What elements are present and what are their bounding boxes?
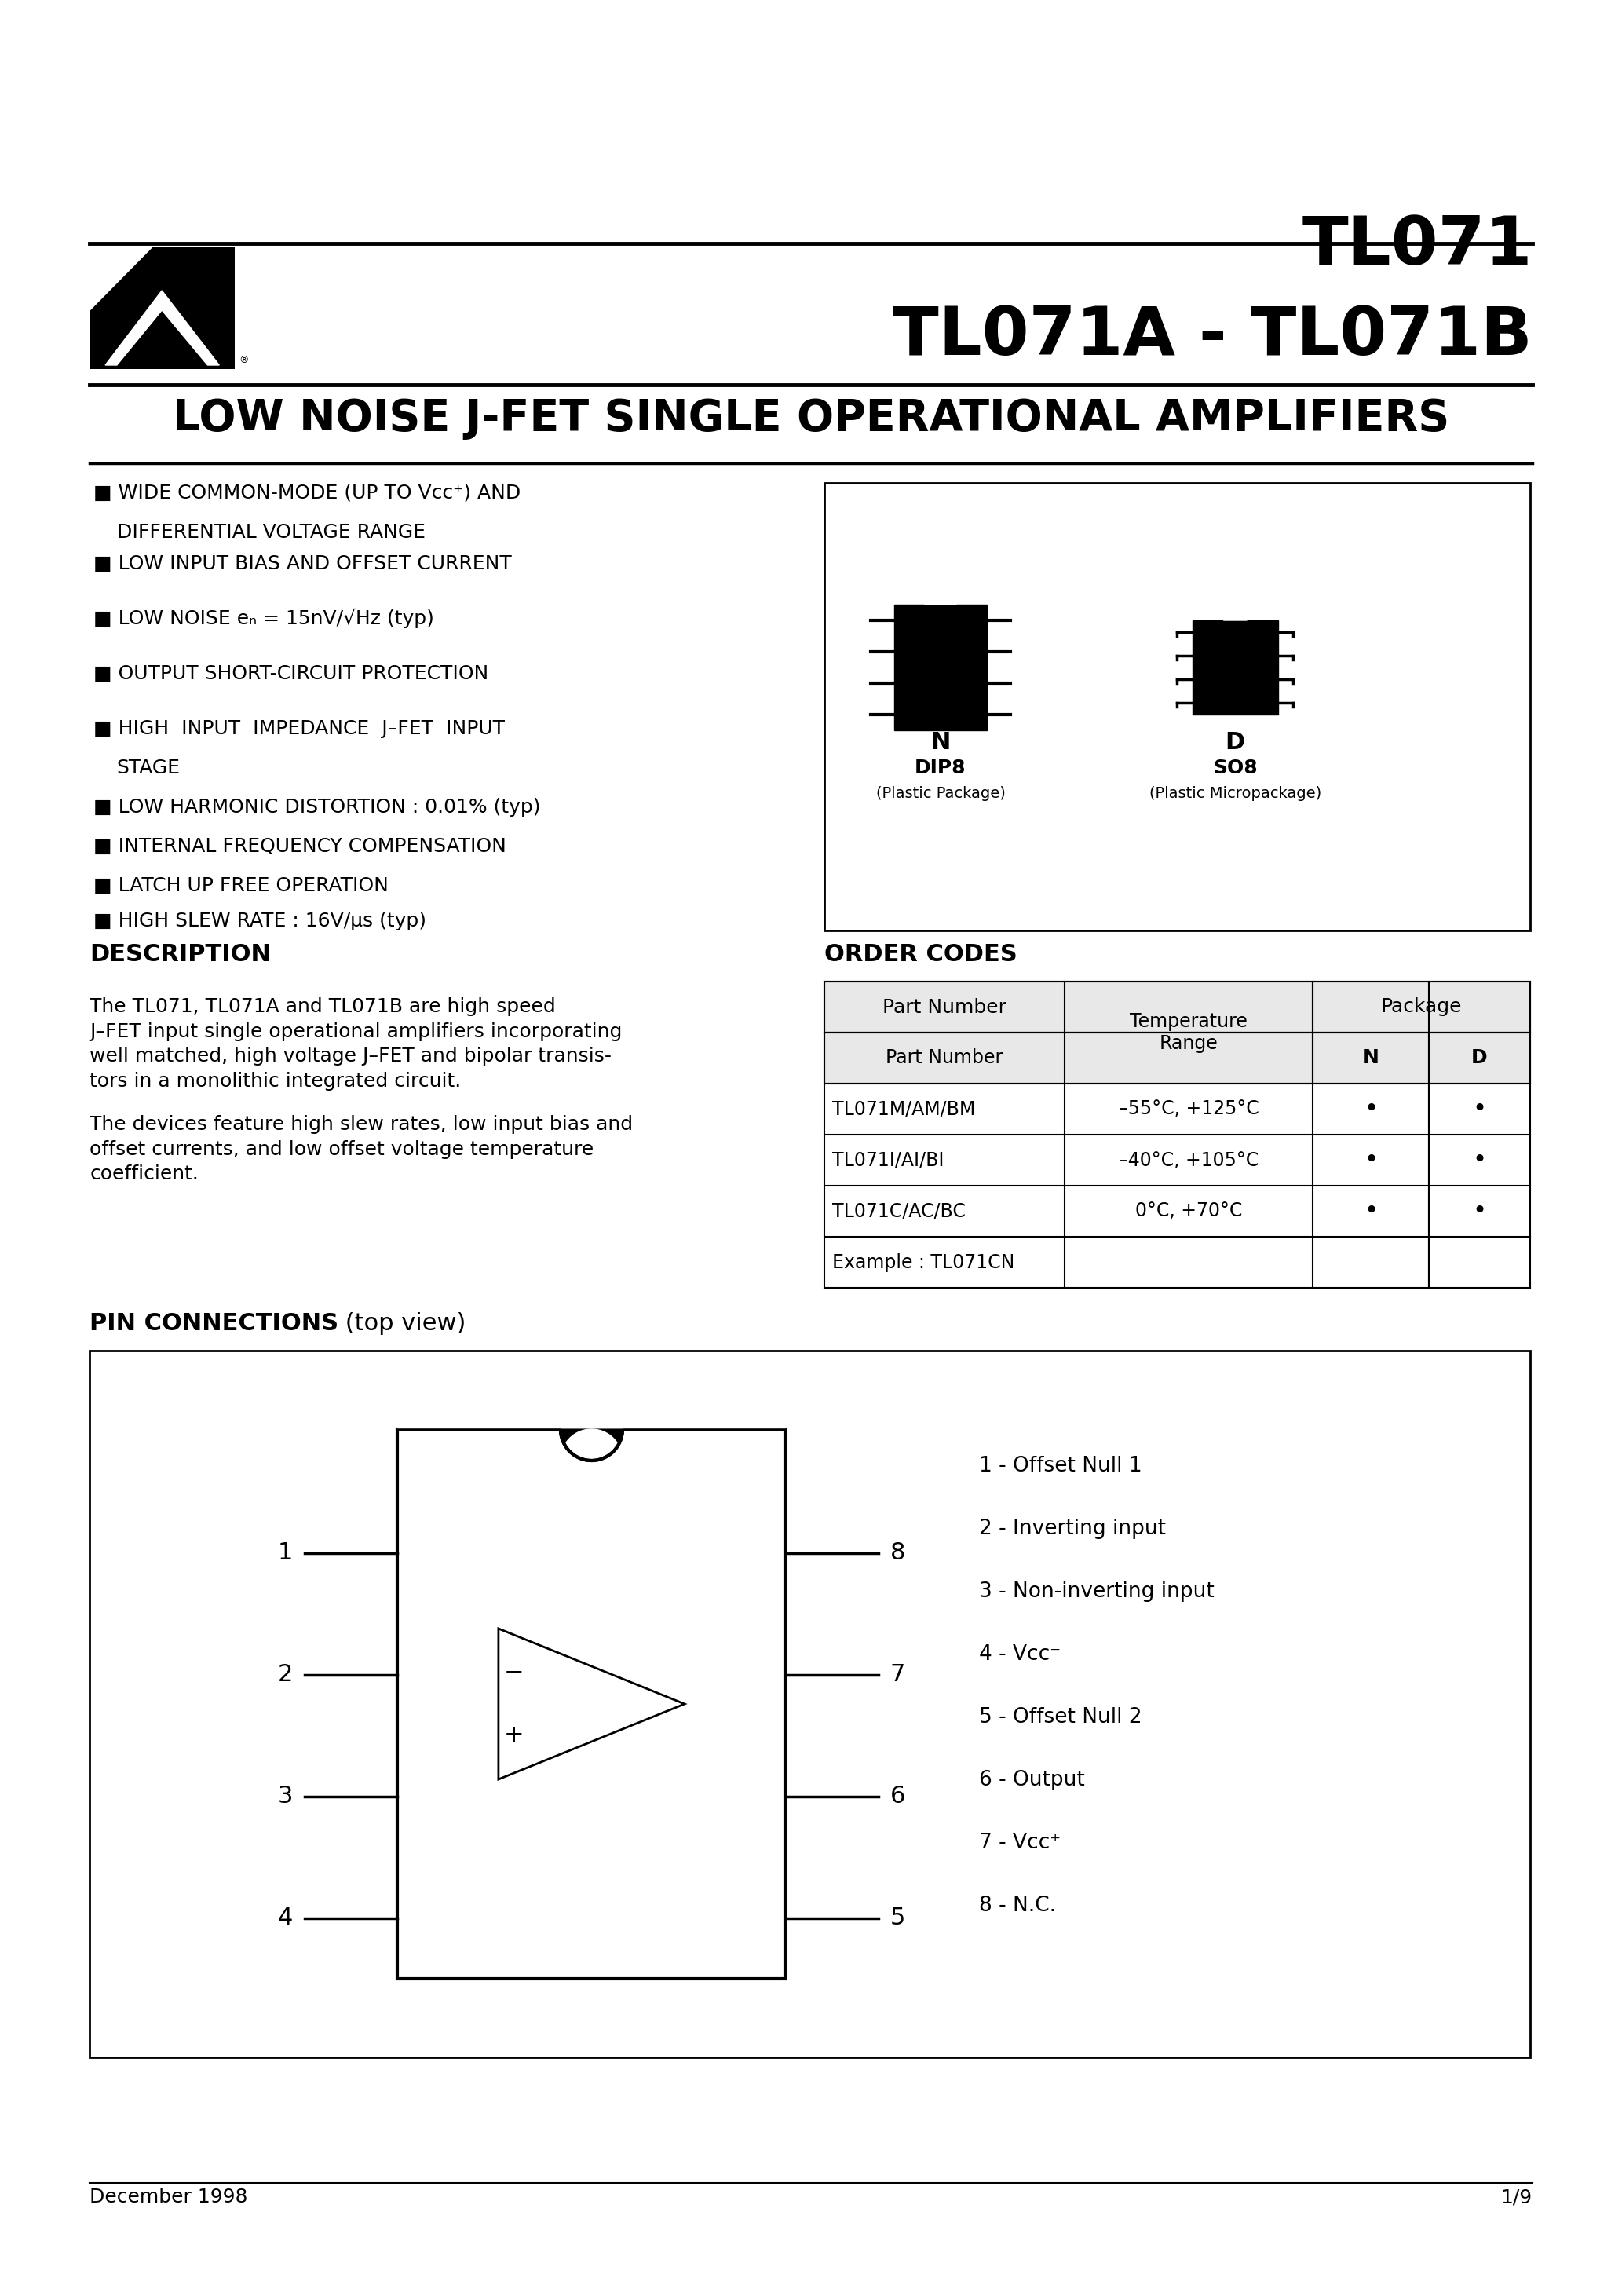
Text: PIN CONNECTIONS: PIN CONNECTIONS: [89, 1311, 339, 1334]
Polygon shape: [498, 1628, 684, 1779]
Text: 5: 5: [890, 1906, 905, 1929]
Text: TL071A - TL071B: TL071A - TL071B: [892, 303, 1533, 370]
Text: •: •: [1364, 1201, 1379, 1221]
Text: 2: 2: [277, 1662, 294, 1685]
Text: ORDER CODES: ORDER CODES: [824, 944, 1017, 967]
Text: Example : TL071CN: Example : TL071CN: [832, 1254, 1014, 1272]
Bar: [1192, 620, 1278, 714]
Text: –55°C, +125°C: –55°C, +125°C: [1119, 1100, 1259, 1118]
Text: Part Number: Part Number: [886, 1049, 1002, 1068]
Text: (Plastic Package): (Plastic Package): [876, 785, 1006, 801]
Text: ■ WIDE COMMON-MODE (UP TO Vcc⁺) AND: ■ WIDE COMMON-MODE (UP TO Vcc⁺) AND: [94, 484, 521, 503]
Text: STAGE: STAGE: [117, 758, 180, 778]
Text: ■ OUTPUT SHORT-CIRCUIT PROTECTION: ■ OUTPUT SHORT-CIRCUIT PROTECTION: [94, 664, 488, 684]
Text: •: •: [1364, 1097, 1379, 1120]
Text: 8: 8: [890, 1541, 905, 1564]
Text: D: D: [1471, 1049, 1487, 1068]
Text: 2 - Inverting input: 2 - Inverting input: [980, 1518, 1166, 1538]
Text: 4: 4: [277, 1906, 294, 1929]
Text: ■ HIGH  INPUT  IMPEDANCE  J–FET  INPUT: ■ HIGH INPUT IMPEDANCE J–FET INPUT: [94, 719, 504, 737]
Bar: [824, 1033, 1530, 1084]
Text: December 1998: December 1998: [89, 2188, 248, 2206]
Bar: [894, 604, 988, 730]
Text: •: •: [1473, 1148, 1487, 1171]
Text: (top view): (top view): [337, 1311, 466, 1334]
Polygon shape: [925, 592, 955, 604]
Text: N: N: [1362, 1049, 1379, 1068]
Text: •: •: [1473, 1201, 1487, 1221]
Text: DESCRIPTION: DESCRIPTION: [89, 944, 271, 967]
Text: ■ LATCH UP FREE OPERATION: ■ LATCH UP FREE OPERATION: [94, 877, 389, 895]
Bar: [89, 248, 235, 370]
Text: 6: 6: [890, 1784, 905, 1807]
Polygon shape: [1223, 611, 1247, 620]
Text: +: +: [504, 1724, 524, 1747]
Bar: [824, 482, 1530, 930]
Text: DIP8: DIP8: [915, 758, 967, 778]
Text: Temperature
Range: Temperature Range: [1131, 1013, 1247, 1054]
Text: 5 - Offset Null 2: 5 - Offset Null 2: [980, 1708, 1142, 1727]
Bar: [89, 1350, 1530, 2057]
Polygon shape: [89, 248, 152, 310]
Text: The devices feature high slew rates, low input bias and
offset currents, and low: The devices feature high slew rates, low…: [89, 1116, 633, 1182]
Text: –40°C, +105°C: –40°C, +105°C: [1119, 1150, 1259, 1169]
Text: ®: ®: [238, 356, 248, 365]
Text: ■ INTERNAL FREQUENCY COMPENSATION: ■ INTERNAL FREQUENCY COMPENSATION: [94, 838, 506, 856]
Text: DIFFERENTIAL VOLTAGE RANGE: DIFFERENTIAL VOLTAGE RANGE: [117, 523, 425, 542]
Bar: [397, 1428, 785, 1979]
Text: 1/9: 1/9: [1500, 2188, 1533, 2206]
Polygon shape: [105, 292, 219, 365]
Text: 3 - Non-inverting input: 3 - Non-inverting input: [980, 1582, 1215, 1603]
Text: ■ LOW INPUT BIAS AND OFFSET CURRENT: ■ LOW INPUT BIAS AND OFFSET CURRENT: [94, 553, 513, 574]
Text: TL071C/AC/BC: TL071C/AC/BC: [832, 1201, 965, 1221]
Text: 4 - Vcc⁻: 4 - Vcc⁻: [980, 1644, 1061, 1665]
Text: −: −: [504, 1660, 524, 1683]
Text: TL071M/AM/BM: TL071M/AM/BM: [832, 1100, 975, 1118]
Text: LOW NOISE J-FET SINGLE OPERATIONAL AMPLIFIERS: LOW NOISE J-FET SINGLE OPERATIONAL AMPLI…: [172, 397, 1450, 441]
Text: N: N: [931, 730, 950, 753]
Text: 0°C, +70°C: 0°C, +70°C: [1135, 1201, 1242, 1221]
Text: 3: 3: [277, 1784, 294, 1807]
Text: Part Number: Part Number: [882, 999, 1006, 1017]
Text: 1: 1: [277, 1541, 294, 1564]
Text: 6 - Output: 6 - Output: [980, 1770, 1085, 1791]
Text: 8 - N.C.: 8 - N.C.: [980, 1896, 1056, 1915]
Text: SO8: SO8: [1213, 758, 1257, 778]
Text: 7 - Vcc⁺: 7 - Vcc⁺: [980, 1832, 1061, 1853]
Text: (Plastic Micropackage): (Plastic Micropackage): [1148, 785, 1322, 801]
Text: •: •: [1364, 1148, 1379, 1171]
Text: Package: Package: [1380, 999, 1461, 1017]
Text: 7: 7: [890, 1662, 905, 1685]
Text: D: D: [1225, 730, 1246, 753]
Text: The TL071, TL071A and TL071B are high speed
J–FET input single operational ampli: The TL071, TL071A and TL071B are high sp…: [89, 996, 623, 1091]
Polygon shape: [561, 1428, 623, 1460]
Polygon shape: [561, 1428, 623, 1460]
Bar: [561, 1398, 623, 1428]
Text: ■ LOW NOISE eₙ = 15nV/√Hz (typ): ■ LOW NOISE eₙ = 15nV/√Hz (typ): [94, 608, 435, 629]
Text: TL071I/AI/BI: TL071I/AI/BI: [832, 1150, 944, 1169]
Text: ■ LOW HARMONIC DISTORTION : 0.01% (typ): ■ LOW HARMONIC DISTORTION : 0.01% (typ): [94, 797, 540, 817]
Text: TL071: TL071: [1302, 214, 1533, 278]
Text: 1 - Offset Null 1: 1 - Offset Null 1: [980, 1456, 1142, 1476]
Text: •: •: [1473, 1097, 1487, 1120]
Text: ■ HIGH SLEW RATE : 16V/μs (typ): ■ HIGH SLEW RATE : 16V/μs (typ): [94, 912, 427, 930]
Bar: [824, 980, 1530, 1033]
